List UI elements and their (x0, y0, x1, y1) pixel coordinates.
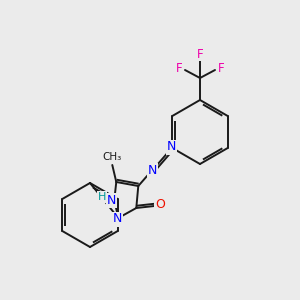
Text: N: N (106, 194, 116, 206)
Text: CH₃: CH₃ (103, 152, 122, 162)
Text: F: F (176, 61, 182, 74)
Text: O: O (155, 199, 165, 212)
Text: F: F (197, 47, 203, 61)
Text: N: N (148, 164, 157, 176)
Text: F: F (218, 61, 224, 74)
Text: N: N (167, 140, 176, 154)
Text: H: H (98, 192, 106, 202)
Text: N: N (112, 212, 122, 226)
